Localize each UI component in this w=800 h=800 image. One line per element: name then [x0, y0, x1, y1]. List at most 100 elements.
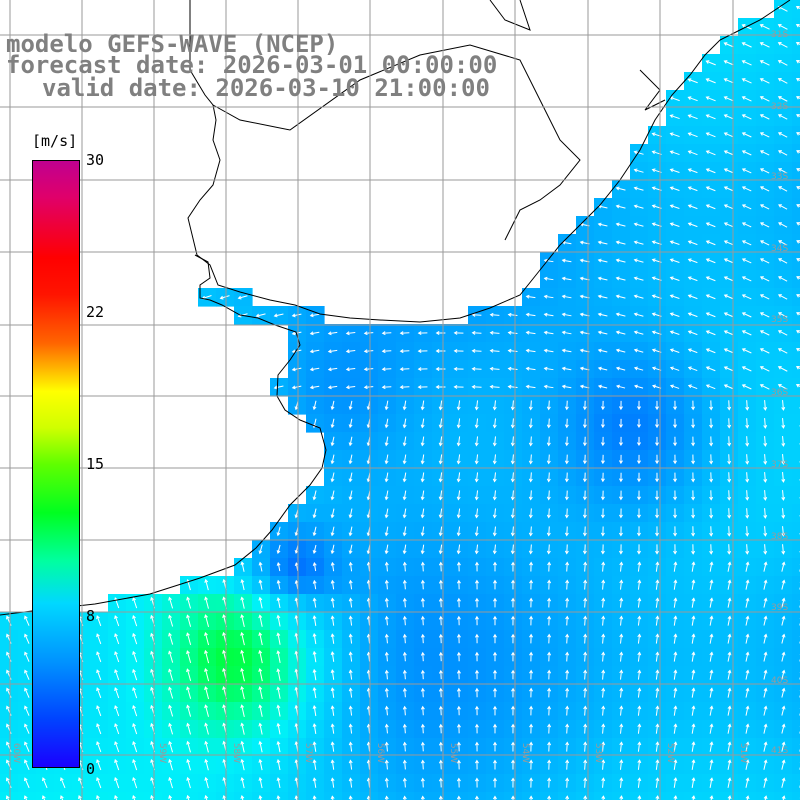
- wind-arrow: [583, 597, 588, 608]
- wind-arrow: [727, 544, 732, 555]
- wind-cell: [792, 648, 800, 667]
- wind-arrow: [601, 723, 606, 734]
- wind-arrow: [291, 313, 302, 318]
- wind-arrow: [348, 687, 353, 698]
- wind-arrow: [618, 508, 623, 519]
- wind-arrow: [511, 651, 515, 662]
- lon-label: 52W: [665, 742, 676, 764]
- wind-arrow: [687, 204, 698, 210]
- wind-arrow: [330, 490, 335, 501]
- wind-arrow: [511, 705, 515, 716]
- wind-cell: [792, 108, 800, 127]
- wind-arrow: [727, 490, 732, 501]
- wind-arrow: [420, 418, 425, 429]
- wind-arrow: [348, 759, 353, 770]
- wind-arrow: [709, 454, 714, 465]
- wind-arrow: [348, 454, 353, 465]
- wind-arrow: [691, 544, 696, 555]
- wind-arrow: [24, 687, 30, 698]
- wind-arrow: [493, 723, 497, 734]
- wind-arrow: [795, 60, 800, 64]
- wind-arrow: [723, 330, 734, 336]
- wind-arrow: [745, 795, 750, 800]
- wind-arrow: [709, 723, 714, 734]
- wind-arrow: [759, 312, 770, 318]
- wind-arrow: [402, 741, 407, 752]
- wind-arrow: [778, 168, 788, 174]
- wind-arrow: [687, 276, 698, 282]
- lon-label: 56W: [375, 742, 386, 764]
- wind-arrow: [276, 668, 281, 681]
- wind-arrow: [528, 544, 533, 555]
- wind-arrow: [741, 204, 752, 210]
- wind-arrow: [327, 349, 338, 354]
- wind-arrow: [781, 436, 786, 447]
- wind-arrow: [330, 472, 335, 483]
- wind-arrow: [669, 204, 680, 209]
- wind-arrow: [655, 454, 659, 465]
- wind-arrow: [777, 150, 788, 156]
- wind-arrow: [258, 632, 263, 646]
- wind-arrow: [673, 633, 678, 644]
- wind-arrow: [687, 312, 698, 318]
- wind-arrow: [96, 651, 102, 663]
- wind-arrow: [168, 704, 174, 717]
- wind-arrow: [709, 741, 714, 752]
- wind-arrow: [327, 331, 338, 336]
- wind-arrow: [655, 651, 660, 662]
- wind-arrow: [114, 615, 120, 627]
- wind-arrow: [348, 526, 353, 537]
- wind-arrow: [456, 597, 461, 608]
- wind-arrow: [510, 400, 515, 411]
- wind-arrow: [529, 705, 534, 716]
- wind-arrow: [727, 597, 732, 608]
- wind-arrow: [565, 741, 570, 752]
- wind-arrow: [615, 294, 626, 299]
- wind-arrow: [438, 526, 443, 537]
- wind-arrow: [529, 597, 534, 608]
- wind-arrow: [60, 795, 64, 800]
- wind-cell: [36, 792, 55, 800]
- colorbar-tick: 22: [86, 303, 105, 321]
- wind-arrow: [546, 526, 551, 537]
- wind-arrow: [186, 596, 192, 609]
- wind-arrow: [240, 685, 245, 700]
- wind-arrow: [691, 795, 696, 800]
- wind-arrow: [132, 650, 138, 663]
- wind-arrow: [582, 544, 587, 555]
- wind-arrow: [384, 669, 389, 680]
- wind-arrow: [511, 561, 515, 572]
- wind-arrow: [420, 669, 425, 680]
- wind-arrow: [633, 240, 644, 245]
- wind-arrow: [438, 795, 443, 800]
- wind-arrow: [547, 741, 552, 752]
- wind-arrow: [618, 544, 623, 555]
- wind-cell: [288, 792, 307, 800]
- wind-cell: [792, 198, 800, 217]
- wind-arrow: [312, 650, 317, 663]
- wind-arrow: [132, 686, 138, 699]
- wind-cell: [108, 792, 127, 800]
- wind-arrow: [529, 579, 534, 590]
- lon-label: 55W: [448, 742, 459, 764]
- wind-arrow: [435, 385, 446, 389]
- wind-arrow: [492, 400, 497, 411]
- coastline-inlet: [639, 69, 666, 111]
- wind-arrow: [114, 669, 120, 681]
- wind-arrow: [309, 331, 320, 336]
- wind-arrow: [438, 490, 443, 501]
- wind-arrow: [529, 777, 534, 788]
- wind-arrow: [438, 633, 443, 644]
- wind-arrow: [564, 544, 569, 555]
- wind-arrow: [673, 400, 678, 411]
- wind-arrow: [709, 418, 714, 429]
- wind-arrow: [795, 348, 800, 352]
- wind-arrow: [796, 168, 800, 172]
- wind-cell: [792, 324, 800, 343]
- wind-arrow: [705, 60, 716, 66]
- wind-arrow: [637, 759, 642, 770]
- wind-arrow: [381, 367, 392, 372]
- wind-arrow: [186, 722, 191, 735]
- wind-arrow: [330, 741, 335, 752]
- wind-cell: [774, 792, 793, 800]
